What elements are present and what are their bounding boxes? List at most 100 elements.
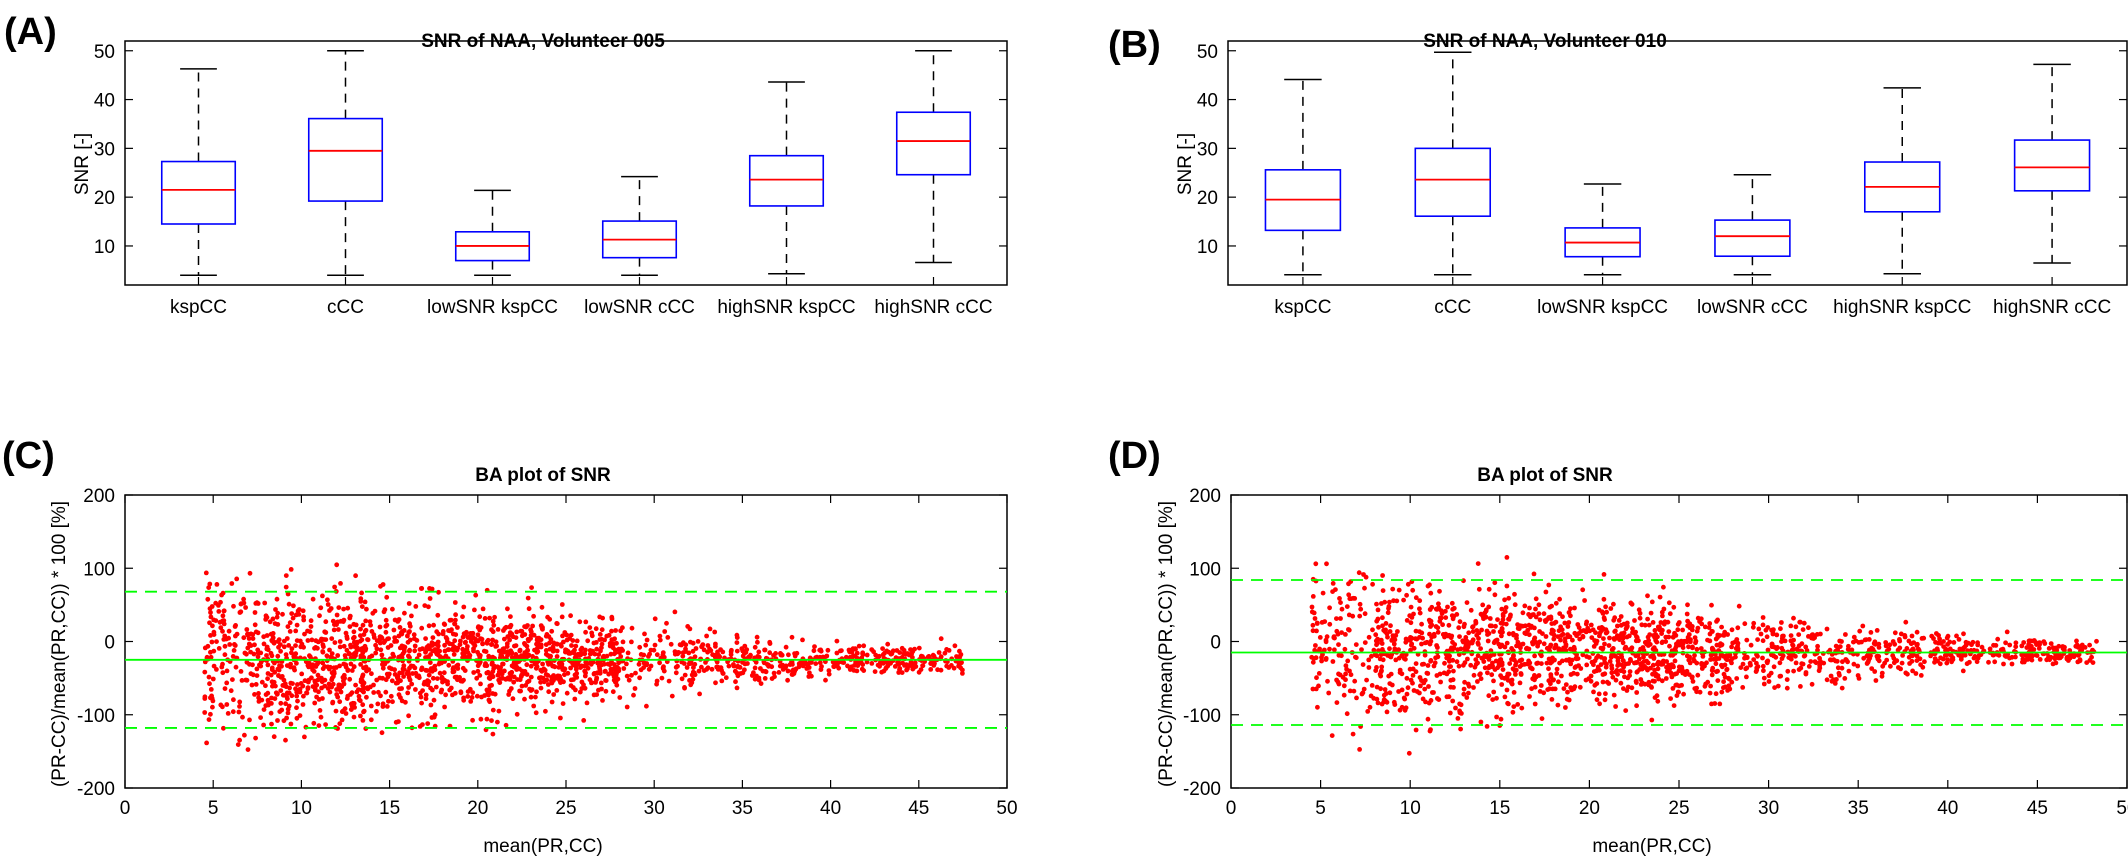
- data-point: [1315, 704, 1320, 710]
- data-point: [591, 692, 597, 698]
- data-point: [2002, 653, 2008, 659]
- data-point: [1918, 673, 1924, 678]
- data-point: [1475, 640, 1481, 646]
- data-point: [545, 614, 550, 620]
- data-point: [1919, 636, 1925, 641]
- data-point: [1675, 621, 1681, 627]
- data-point: [1494, 714, 1499, 720]
- data-point: [277, 709, 283, 714]
- data-point: [1902, 634, 1908, 640]
- data-point: [328, 654, 334, 660]
- data-point: [1554, 671, 1560, 676]
- data-point: [1856, 676, 1862, 681]
- data-point: [1440, 622, 1445, 628]
- data-point: [1329, 733, 1335, 738]
- data-point: [713, 641, 718, 647]
- data-point: [402, 610, 407, 616]
- data-point: [794, 650, 800, 656]
- data-point: [1457, 619, 1463, 625]
- data-point: [823, 677, 828, 683]
- data-point: [613, 628, 618, 633]
- data-point: [1962, 644, 1967, 650]
- data-point: [1504, 555, 1510, 560]
- data-point: [430, 687, 435, 693]
- data-point: [264, 653, 269, 658]
- data-point: [339, 709, 345, 715]
- data-point: [1664, 669, 1670, 674]
- data-point: [683, 642, 689, 648]
- data-point: [1345, 658, 1351, 664]
- data-point: [1417, 634, 1422, 640]
- data-point: [206, 674, 212, 680]
- data-point: [320, 642, 326, 648]
- data-point: [1992, 659, 1998, 665]
- data-point: [470, 717, 475, 723]
- data-point: [1624, 634, 1630, 640]
- data-point: [1371, 695, 1377, 701]
- data-point: [1704, 660, 1709, 666]
- data-point: [1654, 693, 1660, 699]
- data-point: [567, 651, 573, 656]
- data-points: [1309, 555, 2099, 756]
- data-point: [1572, 605, 1577, 611]
- data-point: [1845, 646, 1851, 652]
- data-point: [363, 627, 369, 633]
- data-point: [552, 664, 558, 670]
- data-point: [1553, 600, 1559, 606]
- data-point: [1760, 655, 1765, 661]
- data-point: [609, 614, 615, 620]
- data-point: [660, 650, 666, 655]
- data-point: [537, 643, 543, 648]
- data-point: [294, 715, 300, 721]
- data-point: [629, 639, 634, 645]
- data-point: [278, 688, 284, 693]
- data-point: [1846, 668, 1852, 674]
- data-point: [657, 660, 662, 666]
- data-point: [561, 639, 566, 645]
- data-point: [826, 668, 832, 673]
- data-point: [1374, 642, 1379, 648]
- data-point: [368, 703, 374, 709]
- data-point: [1658, 620, 1664, 625]
- data-point: [564, 632, 570, 638]
- data-point: [1650, 662, 1656, 668]
- data-point: [642, 660, 647, 666]
- data-point: [1475, 679, 1480, 684]
- data-point: [1769, 644, 1775, 650]
- data-point: [1733, 654, 1738, 660]
- data-point: [1758, 631, 1764, 637]
- data-point: [255, 654, 261, 660]
- data-point: [1751, 657, 1757, 662]
- data-point: [241, 635, 247, 641]
- data-point: [297, 689, 303, 695]
- data-point: [224, 702, 230, 707]
- data-point: [1385, 610, 1391, 616]
- data-point: [2004, 629, 2010, 635]
- data-point: [1462, 679, 1467, 685]
- data-point: [528, 627, 533, 633]
- data-point: [497, 667, 503, 673]
- data-point: [382, 661, 388, 667]
- data-point: [517, 647, 523, 653]
- data-point: [2058, 654, 2064, 660]
- data-point: [1962, 652, 1968, 658]
- data-point: [1410, 587, 1416, 593]
- data-point: [1330, 659, 1336, 664]
- data-point: [477, 661, 482, 667]
- data-point: [873, 652, 879, 658]
- data-point: [281, 638, 287, 644]
- data-point: [1726, 675, 1731, 681]
- data-point: [1532, 635, 1538, 641]
- data-point: [1448, 684, 1454, 690]
- data-point: [1573, 656, 1579, 661]
- data-point: [1621, 669, 1627, 675]
- data-point: [1794, 646, 1800, 652]
- data-point: [1419, 641, 1424, 647]
- data-point: [1761, 681, 1767, 687]
- data-point: [1995, 636, 2001, 642]
- data-point: [378, 647, 384, 653]
- data-point: [1597, 701, 1602, 707]
- data-point: [1634, 703, 1639, 709]
- data-point: [480, 606, 486, 612]
- data-point: [1627, 669, 1633, 674]
